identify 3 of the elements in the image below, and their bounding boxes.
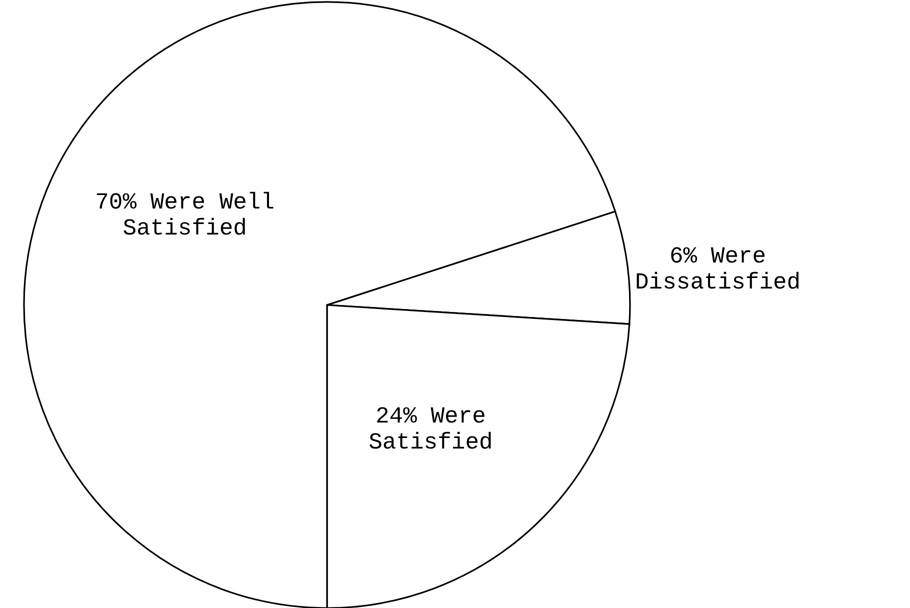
slice-label: 24% Were Satisfied: [368, 403, 493, 456]
slice-label: 6% Were Dissatisfied: [634, 244, 801, 296]
slice-label: 70% Were Well Satisfied: [95, 190, 275, 242]
